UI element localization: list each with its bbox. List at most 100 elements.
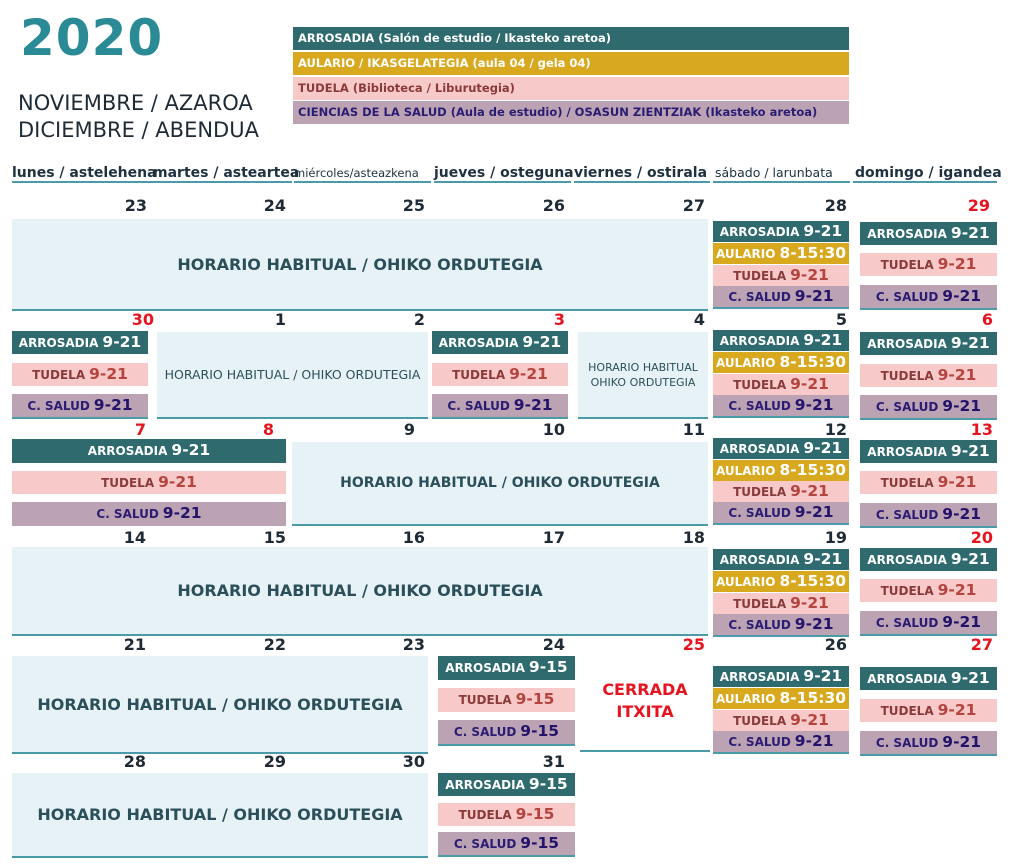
legend-tudela: TUDELA (Biblioteca / Liburutegia) (293, 77, 849, 100)
divider (860, 308, 997, 310)
salud-hours: C. SALUD 9-15 (438, 832, 575, 855)
closed-label: CERRADA ITXITA (580, 679, 710, 723)
salud-hours: C. SALUD 9-21 (12, 394, 148, 417)
divider (860, 754, 997, 756)
arrosadia-hours: ARROSADIA 9-21 (713, 666, 849, 687)
day-number: 28 (824, 196, 847, 215)
day-number: 15 (263, 528, 286, 547)
day-number-holiday: 29 (967, 196, 990, 215)
day-number: 26 (824, 635, 847, 654)
salud-hours: C. SALUD 9-21 (713, 502, 849, 523)
divider (713, 635, 849, 637)
weekday-wednesday: miércoles/asteazkena (294, 163, 431, 183)
divider (438, 855, 575, 857)
closed-label-eu: ITXITA (616, 702, 674, 721)
day-number-holiday: 3 (553, 310, 565, 329)
regular-hours-line2: OHIKO ORDUTEGIA (590, 375, 696, 389)
day-number: 11 (682, 420, 705, 439)
weekday-tuesday: martes / asteartea (153, 165, 300, 183)
legend-arrosadia: ARROSADIA (Salón de estudio / Ikasteko a… (293, 27, 849, 50)
day-number-holiday: 6 (981, 310, 993, 329)
tudela-hours: TUDELA 9-21 (12, 471, 286, 494)
year-title: 2020 (20, 9, 164, 67)
day-number: 31 (542, 752, 565, 771)
tudela-hours: TUDELA 9-21 (713, 265, 849, 286)
regular-hours-block: HORARIO HABITUAL / OHIKO ORDUTEGIA (292, 442, 708, 526)
arrosadia-hours: ARROSADIA 9-21 (860, 332, 997, 355)
divider (860, 634, 997, 636)
weekday-monday: lunes / astelehena (12, 165, 157, 183)
day-number: 19 (824, 528, 847, 547)
tudela-hours: TUDELA 9-21 (432, 363, 568, 386)
day-number: 30 (402, 752, 425, 771)
salud-hours: C. SALUD 9-21 (713, 731, 849, 752)
divider (12, 417, 148, 419)
day-number: 26 (542, 196, 565, 215)
salud-hours: C. SALUD 9-21 (860, 503, 997, 526)
day-number: 27 (682, 196, 705, 215)
closed-label-es: CERRADA (602, 680, 688, 699)
day-number: 28 (123, 752, 146, 771)
day-number-holiday: 27 (970, 635, 993, 654)
tudela-hours: TUDELA 9-21 (713, 710, 849, 731)
divider (860, 526, 997, 528)
divider (860, 418, 997, 420)
arrosadia-hours: ARROSADIA 9-21 (12, 331, 148, 354)
tudela-hours: TUDELA 9-21 (860, 253, 997, 276)
aulario-hours: AULARIO 8-15:30 (713, 352, 849, 373)
regular-hours-block: HORARIO HABITUAL / OHIKO ORDUTEGIA (12, 547, 708, 636)
day-number: 12 (824, 420, 847, 439)
day-number-holiday: 7 (134, 420, 146, 439)
salud-hours: C. SALUD 9-21 (432, 394, 568, 417)
day-number: 23 (124, 196, 147, 215)
salud-hours: C. SALUD 9-21 (860, 731, 997, 754)
day-number: 16 (402, 528, 425, 547)
regular-hours-line1: HORARIO HABITUAL (588, 360, 698, 374)
arrosadia-hours: ARROSADIA 9-21 (713, 438, 849, 459)
day-number: 1 (274, 310, 286, 329)
tudela-hours: TUDELA 9-21 (713, 593, 849, 614)
tudela-hours: TUDELA 9-21 (860, 699, 997, 722)
arrosadia-hours: ARROSADIA 9-21 (432, 331, 568, 354)
day-number: 22 (263, 635, 286, 654)
arrosadia-hours: ARROSADIA 9-21 (713, 221, 849, 242)
month-title-1: NOVIEMBRE / AZAROA (18, 91, 253, 115)
salud-hours: C. SALUD 9-21 (860, 611, 997, 634)
day-number: 9 (403, 420, 415, 439)
month-title-2: DICIEMBRE / ABENDUA (18, 118, 259, 142)
arrosadia-hours: ARROSADIA 9-21 (860, 440, 997, 463)
divider (713, 416, 849, 418)
arrosadia-hours: ARROSADIA 9-21 (860, 667, 997, 690)
regular-hours-block: HORARIO HABITUAL / OHIKO ORDUTEGIA (12, 219, 708, 311)
tudela-hours: TUDELA 9-21 (860, 579, 997, 602)
divider (438, 744, 575, 746)
weekday-friday: viernes / ostirala (574, 163, 710, 183)
aulario-hours: AULARIO 8-15:30 (713, 571, 849, 592)
arrosadia-hours: ARROSADIA 9-21 (713, 549, 849, 570)
tudela-hours: TUDELA 9-21 (860, 364, 997, 387)
arrosadia-hours: ARROSADIA 9-21 (12, 439, 286, 463)
regular-hours-block: HORARIO HABITUAL / OHIKO ORDUTEGIA (157, 332, 428, 419)
arrosadia-hours: ARROSADIA 9-21 (713, 330, 849, 351)
aulario-hours: AULARIO 8-15:30 (713, 688, 849, 709)
legend-salud: CIENCIAS DE LA SALUD (Aula de estudio) /… (293, 101, 849, 124)
salud-hours: C. SALUD 9-21 (713, 614, 849, 635)
aulario-hours: AULARIO 8-15:30 (713, 460, 849, 481)
day-number-holiday: 13 (970, 420, 993, 439)
tudela-hours: TUDELA 9-21 (12, 363, 148, 386)
divider (432, 417, 568, 419)
day-number: 2 (413, 310, 425, 329)
day-number-holiday: 8 (262, 420, 274, 439)
divider (713, 307, 849, 309)
tudela-hours: TUDELA 9-15 (438, 803, 575, 826)
day-number: 25 (402, 196, 425, 215)
salud-hours: C. SALUD 9-21 (860, 395, 997, 418)
tudela-hours: TUDELA 9-21 (713, 374, 849, 395)
arrosadia-hours: ARROSADIA 9-15 (438, 773, 575, 796)
legend-aulario: AULARIO / IKASGELATEGIA (aula 04 / gela … (293, 52, 849, 75)
divider (713, 752, 849, 754)
day-number: 4 (693, 310, 705, 329)
day-number: 17 (542, 528, 565, 547)
day-number: 21 (123, 635, 146, 654)
weekday-thursday: jueves / osteguna (434, 165, 574, 183)
